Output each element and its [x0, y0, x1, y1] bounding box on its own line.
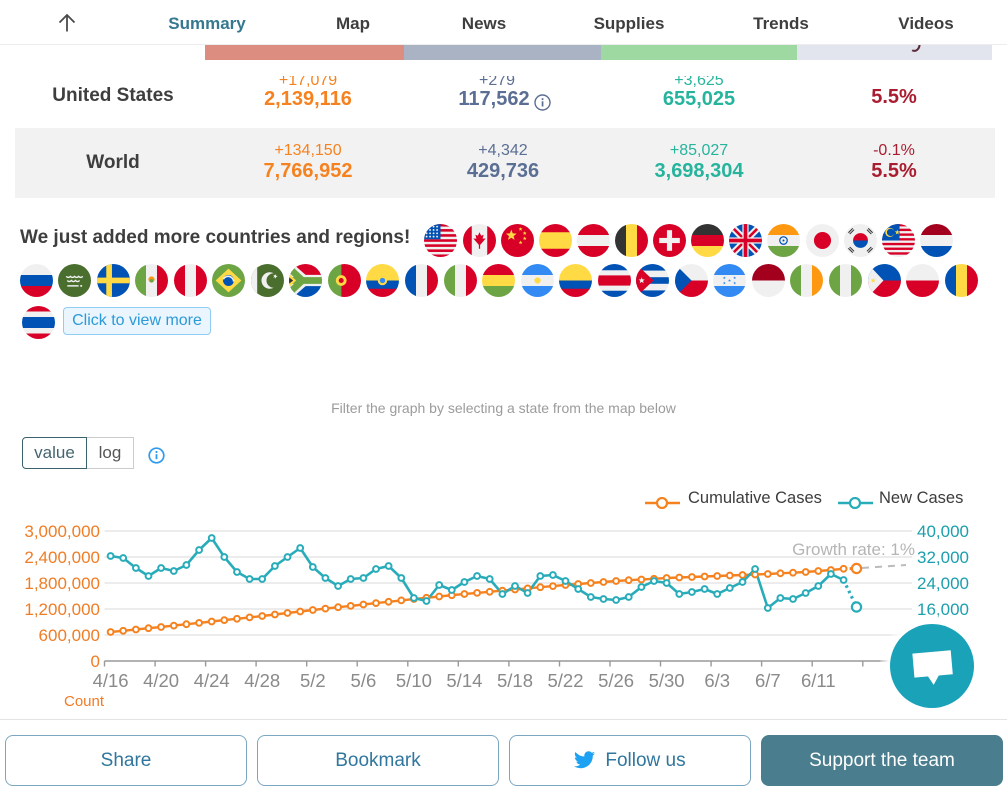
svg-text:0: 0 — [91, 652, 100, 671]
svg-text:5/30: 5/30 — [649, 670, 685, 691]
svg-text:5/6: 5/6 — [351, 670, 377, 691]
svg-text:6/11: 6/11 — [801, 670, 836, 691]
svg-text:Growth rate: 1%: Growth rate: 1% — [792, 540, 915, 559]
svg-text:3,000,000: 3,000,000 — [24, 522, 100, 541]
svg-text:2,400,000: 2,400,000 — [24, 548, 100, 567]
svg-text:5/10: 5/10 — [396, 670, 432, 691]
svg-text:4/20: 4/20 — [143, 670, 179, 691]
svg-text:1,200,000: 1,200,000 — [24, 600, 100, 619]
svg-text:40,000: 40,000 — [917, 522, 969, 541]
svg-text:1,800,000: 1,800,000 — [24, 574, 100, 593]
svg-text:5/22: 5/22 — [547, 670, 583, 691]
svg-text:600,000: 600,000 — [39, 626, 100, 645]
svg-text:6/3: 6/3 — [704, 670, 730, 691]
svg-text:5/26: 5/26 — [598, 670, 634, 691]
svg-text:5/2: 5/2 — [300, 670, 326, 691]
svg-text:5/18: 5/18 — [497, 670, 533, 691]
svg-text:4/24: 4/24 — [194, 670, 230, 691]
svg-text:32,000: 32,000 — [917, 548, 969, 567]
svg-text:5/14: 5/14 — [446, 670, 482, 691]
svg-text:4/16: 4/16 — [93, 670, 129, 691]
svg-text:24,000: 24,000 — [917, 574, 969, 593]
svg-text:6/7: 6/7 — [755, 670, 781, 691]
svg-text:4/28: 4/28 — [244, 670, 280, 691]
